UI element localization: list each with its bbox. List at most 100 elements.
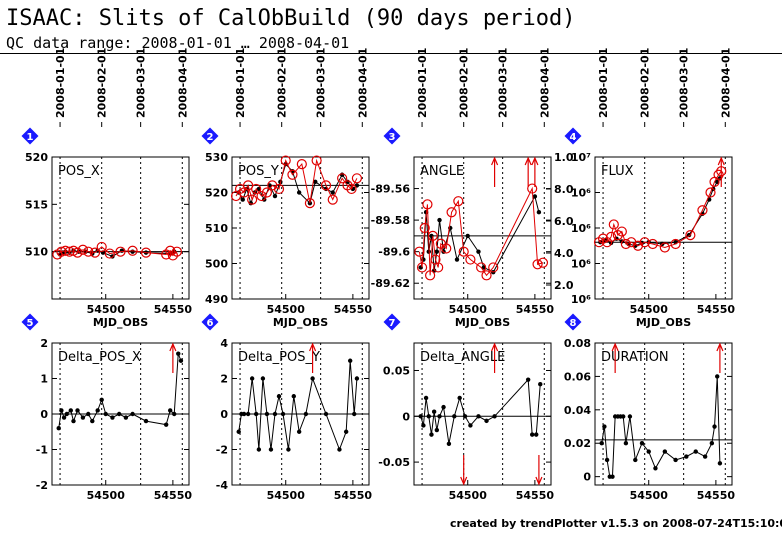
data-point-red — [251, 183, 262, 195]
y-tick-label: 510 — [25, 246, 48, 259]
panel-label: POS_Y — [238, 164, 279, 179]
data-point — [241, 411, 247, 417]
data-point — [276, 394, 282, 399]
y-tick-label: 10⁶ — [571, 187, 591, 200]
y-tick-label: 2 — [220, 373, 228, 386]
data-point-red — [659, 242, 670, 253]
date-label: 2008-01-01 — [234, 48, 247, 118]
data-point — [99, 397, 104, 402]
y-tick-label: 10⁷ — [571, 151, 591, 164]
data-point-red — [171, 246, 183, 257]
date-label: 2008-04-01 — [538, 48, 551, 118]
y-tick-label: 2 — [40, 337, 48, 350]
data-point-red — [247, 194, 258, 205]
data-point — [702, 454, 708, 459]
data-point — [536, 210, 542, 215]
x-axis-title: MJD_OBS — [93, 316, 148, 329]
data-point — [347, 358, 353, 363]
data-point — [452, 414, 457, 419]
offscale-arrowhead — [524, 156, 532, 166]
data-point — [623, 441, 629, 446]
data-point — [715, 374, 720, 379]
data-point — [268, 447, 274, 452]
data-point-red — [96, 241, 107, 253]
panel-label: Delta_POS_Y — [238, 350, 320, 365]
x-axis-title: MJD_OBS — [455, 316, 510, 329]
data-point — [172, 411, 177, 417]
date-label: 2008-02-01 — [96, 48, 109, 118]
data-point — [264, 411, 270, 417]
data-point — [354, 376, 360, 381]
date-axis-col-1: 2008-01-01 2008-02-01 2008-03-01 2008-04-01 — [54, 48, 189, 127]
data-point-red — [60, 245, 71, 256]
data-point-red — [89, 247, 101, 258]
data-point — [639, 441, 645, 446]
badge-diamond — [564, 313, 582, 331]
badge-diamond — [564, 127, 582, 145]
data-point — [110, 415, 115, 420]
data-point-red — [670, 238, 681, 250]
data-point — [313, 179, 318, 185]
date-label: 2008-01-01 — [54, 48, 67, 118]
y-tick-label: 10⁶ — [571, 258, 591, 271]
offscale-arrowhead — [531, 156, 539, 166]
data-point-red — [320, 180, 332, 191]
data-point — [68, 408, 74, 413]
data-point — [684, 454, 689, 459]
x-tick-label: 54500 — [449, 489, 488, 502]
data-point-red — [127, 245, 138, 256]
data-point-red — [287, 169, 298, 180]
data-point-red — [488, 262, 499, 273]
date-label: 2008-02-01 — [458, 48, 471, 118]
date-label: 2008-03-01 — [315, 48, 328, 118]
y-tick-label: 520 — [205, 187, 228, 200]
badge-diamond — [201, 127, 219, 145]
y-tick-label: -89.62 — [371, 277, 410, 290]
y-tick-label: 0.05 — [383, 364, 410, 377]
y-tick-label: -4 — [216, 479, 229, 492]
data-point-red — [427, 230, 438, 241]
data-point — [712, 424, 717, 429]
data-point-red — [416, 262, 428, 273]
x-tick-label: 54550 — [334, 489, 373, 502]
data-point-red — [476, 262, 487, 273]
offscale-arrowhead — [717, 156, 725, 166]
y-tick-label: 4 — [220, 337, 228, 350]
y-tick-label: 0 — [583, 471, 591, 484]
data-point-red — [620, 238, 631, 250]
offscale-arrowhead — [491, 342, 499, 352]
data-point-red — [337, 173, 348, 184]
date-label: 2008-04-01 — [356, 48, 369, 118]
data-point — [296, 429, 302, 434]
badge-number: 6 — [207, 318, 214, 329]
plot-frame — [51, 156, 190, 300]
data-point — [441, 404, 446, 410]
y-tick-label: -2 — [36, 479, 48, 492]
panel-label: Delta_POS_X — [58, 350, 141, 365]
data-point — [130, 249, 135, 254]
data-point — [256, 186, 262, 192]
data-point — [484, 418, 489, 424]
data-point-red — [104, 248, 115, 259]
right-tick-label: 4.0 — [554, 247, 574, 260]
y-tick-label: -0.05 — [378, 456, 410, 469]
y-tick-label: 0 — [40, 408, 48, 421]
data-point-red — [713, 169, 724, 180]
data-point — [421, 257, 426, 262]
data-point — [272, 193, 278, 199]
data-point-red — [72, 247, 83, 258]
data-point — [119, 248, 125, 253]
data-point — [446, 441, 452, 446]
data-point — [454, 257, 460, 262]
data-point — [64, 411, 69, 417]
data-point-red — [296, 159, 307, 170]
data-point-red — [458, 246, 469, 257]
data-point — [123, 415, 129, 420]
y-tick-label: -2 — [216, 444, 228, 457]
data-point — [167, 408, 173, 413]
data-point-red — [327, 194, 338, 205]
data-point — [71, 418, 76, 424]
data-point — [673, 457, 678, 463]
y-tick-label: 10⁶ — [571, 222, 591, 235]
data-point-red — [140, 247, 152, 258]
